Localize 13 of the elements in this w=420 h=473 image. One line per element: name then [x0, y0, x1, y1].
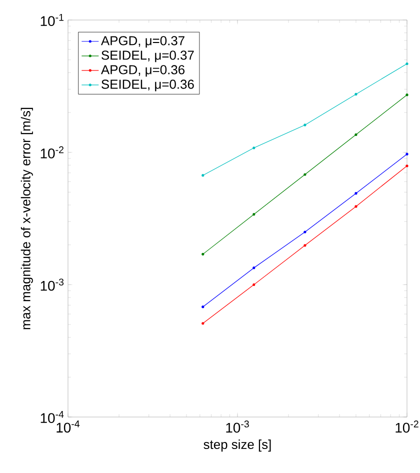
y-tick-label: 10$^{-4}$ [40, 410, 64, 424]
y-tick-label: 10$^{-3}$ [40, 278, 64, 291]
x-tick-label: 10$^{-4}$ [56, 420, 80, 433]
legend-label: APGD, μ=0.36 [100, 65, 185, 77]
y-tick-label: 10$^{-2}$ [40, 146, 64, 158]
x-axis-title: step size [s] [204, 440, 271, 452]
legend-label: SEIDEL, μ=0.37 [102, 50, 194, 62]
legend-label: APGD, μ=0.37 [100, 36, 184, 48]
y-tick-label: 10$^{-1}$ [40, 14, 64, 26]
x-tick-label: 10$^{-2}$ [396, 420, 418, 433]
y-axis-title: max magnitude of x-velocity error [m/s] [20, 108, 33, 330]
x-tick-label: 10$^{-3}$ [226, 420, 249, 433]
legend-label: SEIDEL, μ=0.36 [102, 80, 194, 92]
